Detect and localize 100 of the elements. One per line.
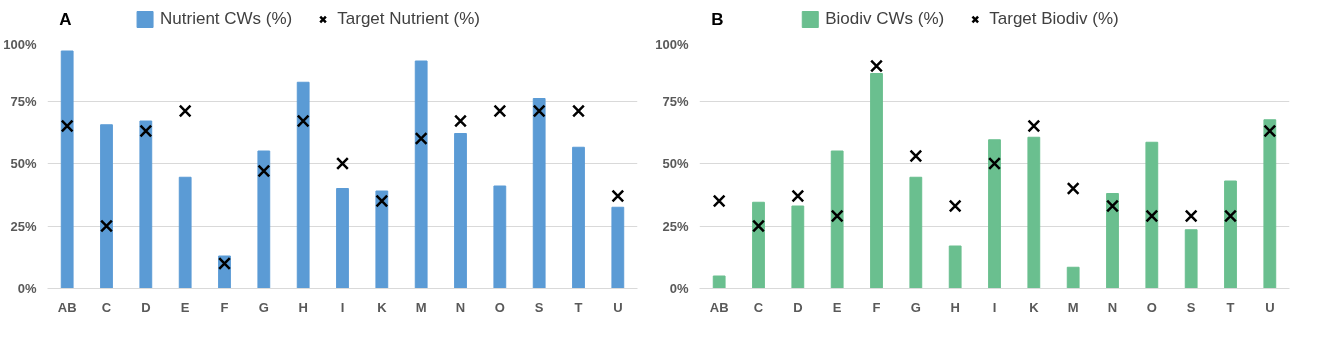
point <box>611 189 625 203</box>
x-tick-label: I <box>992 299 997 315</box>
x-tick-label: T <box>1226 299 1235 315</box>
point <box>830 209 844 223</box>
y-tick-label: 50% <box>662 156 689 171</box>
bar <box>454 133 467 289</box>
point <box>1066 181 1080 196</box>
bar <box>1066 266 1080 289</box>
point <box>948 199 962 213</box>
bar <box>139 120 153 289</box>
bar <box>1263 119 1277 289</box>
bar <box>532 98 546 289</box>
y-tick-label: 100% <box>655 36 689 52</box>
y-tick-label: 25% <box>662 218 689 234</box>
bar <box>752 201 765 289</box>
point <box>257 164 271 178</box>
bar <box>178 176 192 289</box>
x-tick-label: M <box>1067 299 1079 315</box>
bar <box>572 146 585 289</box>
x-tick-label: C <box>101 299 112 315</box>
x-tick-label: AB <box>57 299 77 315</box>
legend-label: Biodiv CWs (%) <box>825 9 945 29</box>
bar <box>1145 141 1159 289</box>
point <box>909 149 923 163</box>
bar <box>493 185 507 289</box>
point <box>296 114 310 128</box>
x-tick-label: H <box>298 299 308 315</box>
bar <box>1106 193 1119 289</box>
point <box>1263 124 1277 138</box>
point <box>60 119 74 133</box>
point <box>493 104 507 118</box>
x-tick-label: E <box>832 299 842 315</box>
x-tick-label: I <box>340 299 345 315</box>
point <box>414 131 428 146</box>
y-tick-label: 0% <box>669 281 689 296</box>
point <box>571 104 586 118</box>
legend-label: Target Nutrient (%) <box>337 9 480 29</box>
x-tick-label: E <box>180 299 190 315</box>
point <box>869 59 884 73</box>
x-tick-label: S <box>1186 299 1196 315</box>
x-tick-label: N <box>1107 299 1118 315</box>
x-tick-label: G <box>258 299 269 315</box>
bar <box>988 139 1001 289</box>
bar <box>60 50 74 289</box>
point <box>1027 119 1041 133</box>
point <box>139 124 153 138</box>
y-tick-label: 75% <box>10 93 37 109</box>
point <box>532 104 546 118</box>
point <box>751 219 766 233</box>
bar <box>830 150 844 289</box>
legend-label: Nutrient CWs (%) <box>160 9 293 29</box>
y-tick-label: 0% <box>17 281 37 296</box>
y-tick-label: 50% <box>10 156 37 171</box>
x-tick-label: D <box>793 299 803 315</box>
bar <box>870 73 883 289</box>
bar <box>100 124 113 289</box>
point <box>335 156 350 171</box>
x-tick-label: M <box>415 299 427 315</box>
bar <box>1224 180 1237 289</box>
bar <box>336 188 349 289</box>
x-tick-label: S <box>534 299 544 315</box>
legend-label: Target Biodiv (%) <box>989 9 1119 29</box>
y-tick-label: 100% <box>3 36 37 52</box>
bar <box>1184 229 1198 289</box>
x-tick-label: H <box>950 299 960 315</box>
x-tick-label: U <box>1265 299 1275 315</box>
bar <box>296 81 310 289</box>
chart-title: B <box>711 10 724 29</box>
x-tick-label: F <box>220 299 229 315</box>
point <box>375 194 389 208</box>
point <box>1223 209 1238 223</box>
point <box>791 189 805 203</box>
x-tick-label: C <box>753 299 764 315</box>
bar <box>1027 136 1041 289</box>
x-tick-label: U <box>613 299 623 315</box>
bar <box>375 190 389 289</box>
point <box>217 256 232 271</box>
bar <box>257 150 271 289</box>
point <box>1184 209 1198 223</box>
bar <box>791 205 805 289</box>
point <box>712 194 726 208</box>
bar <box>611 206 625 289</box>
x-tick-label: N <box>455 299 466 315</box>
point <box>453 114 468 128</box>
point <box>99 219 114 233</box>
bar <box>948 245 962 289</box>
point <box>178 104 192 118</box>
x-tick-label: O <box>1146 299 1157 315</box>
point <box>987 156 1002 171</box>
bar <box>909 176 923 289</box>
bar <box>712 275 726 289</box>
x-tick-label: AB <box>709 299 729 315</box>
x-tick-label: D <box>141 299 151 315</box>
y-tick-label: 25% <box>10 218 37 234</box>
bar <box>414 60 428 289</box>
point <box>1145 209 1159 223</box>
x-tick-label: T <box>574 299 583 315</box>
point <box>1105 199 1120 213</box>
x-tick-label: G <box>910 299 921 315</box>
x-tick-label: O <box>494 299 505 315</box>
